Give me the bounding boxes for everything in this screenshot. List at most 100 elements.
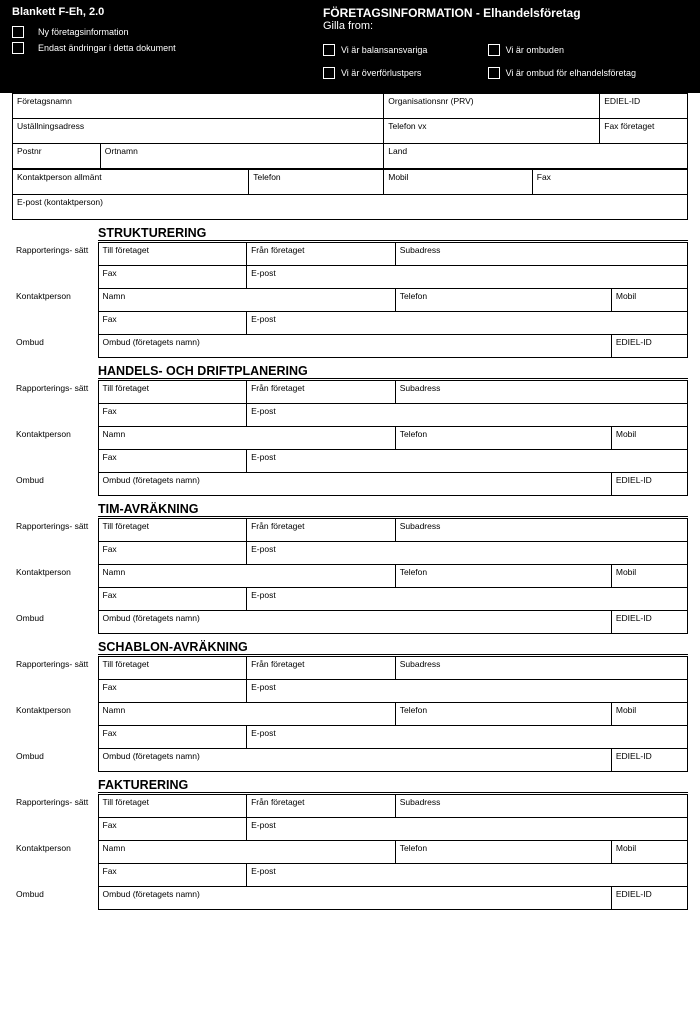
field-fax[interactable]: Fax [98, 818, 247, 841]
field-orgnr[interactable]: Organisationsnr (PRV) [384, 94, 600, 119]
field-mobil[interactable]: Mobil [611, 565, 687, 588]
field-namn[interactable]: Namn [98, 703, 395, 726]
header-band: Blankett F-Eh, 2.0 Ny företagsinformatio… [0, 0, 700, 93]
field-fax2[interactable]: Fax [98, 312, 247, 335]
field-fax[interactable]: Fax [98, 680, 247, 703]
check-overforlust[interactable]: Vi är överförlustpers [323, 67, 484, 79]
row-label-ombud: Ombud [12, 611, 98, 634]
field-subadress[interactable]: Subadress [395, 519, 687, 542]
field-epost[interactable]: E-post [247, 542, 688, 565]
field-namn[interactable]: Namn [98, 289, 395, 312]
check-only-changes[interactable]: Endast ändringar i detta dokument [12, 42, 323, 54]
field-till[interactable]: Till företaget [98, 519, 247, 542]
field-fax2[interactable]: Fax [98, 726, 247, 749]
checkbox-icon[interactable] [488, 44, 500, 56]
field-namn[interactable]: Namn [98, 565, 395, 588]
field-mobil[interactable]: Mobil [611, 289, 687, 312]
field-till[interactable]: Till företaget [98, 381, 247, 404]
checkbox-icon[interactable] [12, 42, 24, 54]
row-label-rapport: Rapporterings- sätt [12, 657, 98, 680]
field-ort[interactable]: Ortnamn [100, 144, 384, 169]
field-ombud-namn[interactable]: Ombud (företagets namn) [98, 887, 611, 910]
field-epost[interactable]: E-post [247, 404, 688, 427]
field-ombud-ediel[interactable]: EDIEL-ID [611, 335, 687, 358]
check-new-info[interactable]: Ny företagsinformation [12, 26, 323, 38]
row-label-rapport: Rapporterings- sätt [12, 243, 98, 266]
field-fax-company[interactable]: Fax företaget [600, 119, 688, 144]
field-ombud-namn[interactable]: Ombud (företagets namn) [98, 473, 611, 496]
checkbox-icon[interactable] [323, 44, 335, 56]
field-subadress[interactable]: Subadress [395, 657, 687, 680]
field-subadress[interactable]: Subadress [395, 795, 687, 818]
field-fran[interactable]: Från företaget [247, 795, 396, 818]
field-fran[interactable]: Från företaget [247, 519, 396, 542]
field-mobil[interactable]: Mobil [611, 427, 687, 450]
field-fran[interactable]: Från företaget [247, 243, 396, 266]
field-fax[interactable]: Fax [532, 170, 687, 195]
field-telefon[interactable]: Telefon [395, 565, 611, 588]
field-till[interactable]: Till företaget [98, 795, 247, 818]
field-contact-general[interactable]: Kontaktperson allmänt [13, 170, 249, 195]
check-ombud-elhandel[interactable]: Vi är ombud för elhandelsföretag [488, 67, 692, 79]
field-till[interactable]: Till företaget [98, 657, 247, 680]
field-mobile[interactable]: Mobil [384, 170, 533, 195]
field-fax[interactable]: Fax [98, 542, 247, 565]
field-ombud-namn[interactable]: Ombud (företagets namn) [98, 335, 611, 358]
field-email-contact[interactable]: E-post (kontaktperson) [13, 195, 688, 220]
field-telefon[interactable]: Telefon [395, 289, 611, 312]
field-epost2[interactable]: E-post [247, 588, 688, 611]
row-label-kontakt: Kontaktperson [12, 427, 98, 450]
field-telefon[interactable]: Telefon [395, 703, 611, 726]
field-telefon[interactable]: Telefon [395, 427, 611, 450]
section-title: STRUKTURERING [98, 226, 688, 241]
field-fax2[interactable]: Fax [98, 588, 247, 611]
field-ombud-namn[interactable]: Ombud (företagets namn) [98, 749, 611, 772]
field-fran[interactable]: Från företaget [247, 381, 396, 404]
row-label-kontakt: Kontaktperson [12, 841, 98, 864]
field-phone[interactable]: Telefon [249, 170, 384, 195]
field-fax[interactable]: Fax [98, 266, 247, 289]
field-subadress[interactable]: Subadress [395, 243, 687, 266]
row-label-rapport: Rapporterings- sätt [12, 519, 98, 542]
section-title: TIM-AVRÄKNING [98, 502, 688, 517]
field-epost2[interactable]: E-post [247, 450, 688, 473]
field-epost2[interactable]: E-post [247, 312, 688, 335]
field-ombud-ediel[interactable]: EDIEL-ID [611, 887, 687, 910]
section-0: STRUKTURERINGRapporterings- sättTill för… [12, 226, 688, 358]
field-namn[interactable]: Namn [98, 427, 395, 450]
field-fax[interactable]: Fax [98, 404, 247, 427]
field-phone-vx[interactable]: Telefon vx [384, 119, 600, 144]
field-fran[interactable]: Från företaget [247, 657, 396, 680]
field-postnr[interactable]: Postnr [13, 144, 101, 169]
row-label-ombud: Ombud [12, 473, 98, 496]
field-address[interactable]: Uställningsadress [13, 119, 384, 144]
field-ombud-ediel[interactable]: EDIEL-ID [611, 749, 687, 772]
field-ediel[interactable]: EDIEL-ID [600, 94, 688, 119]
field-epost[interactable]: E-post [247, 266, 688, 289]
checkbox-icon[interactable] [12, 26, 24, 38]
form-subtitle: Gilla from: [323, 20, 688, 32]
field-telefon[interactable]: Telefon [395, 841, 611, 864]
check-label: Vi är ombuden [506, 45, 564, 55]
field-till[interactable]: Till företaget [98, 243, 247, 266]
field-mobil[interactable]: Mobil [611, 841, 687, 864]
field-ombud-namn[interactable]: Ombud (företagets namn) [98, 611, 611, 634]
field-fax2[interactable]: Fax [98, 450, 247, 473]
field-ombud-ediel[interactable]: EDIEL-ID [611, 611, 687, 634]
field-mobil[interactable]: Mobil [611, 703, 687, 726]
row-label-ombud: Ombud [12, 887, 98, 910]
field-ombud-ediel[interactable]: EDIEL-ID [611, 473, 687, 496]
field-namn[interactable]: Namn [98, 841, 395, 864]
field-company-name[interactable]: Företagsnamn [13, 94, 384, 119]
field-subadress[interactable]: Subadress [395, 381, 687, 404]
checkbox-icon[interactable] [488, 67, 500, 79]
field-epost2[interactable]: E-post [247, 726, 688, 749]
field-epost[interactable]: E-post [247, 680, 688, 703]
field-epost2[interactable]: E-post [247, 864, 688, 887]
field-fax2[interactable]: Fax [98, 864, 247, 887]
checkbox-icon[interactable] [323, 67, 335, 79]
field-land[interactable]: Land [384, 144, 688, 169]
check-ombuden[interactable]: Vi är ombuden [488, 44, 692, 56]
field-epost[interactable]: E-post [247, 818, 688, 841]
check-balansansvariga[interactable]: Vi är balansansvariga [323, 44, 484, 56]
